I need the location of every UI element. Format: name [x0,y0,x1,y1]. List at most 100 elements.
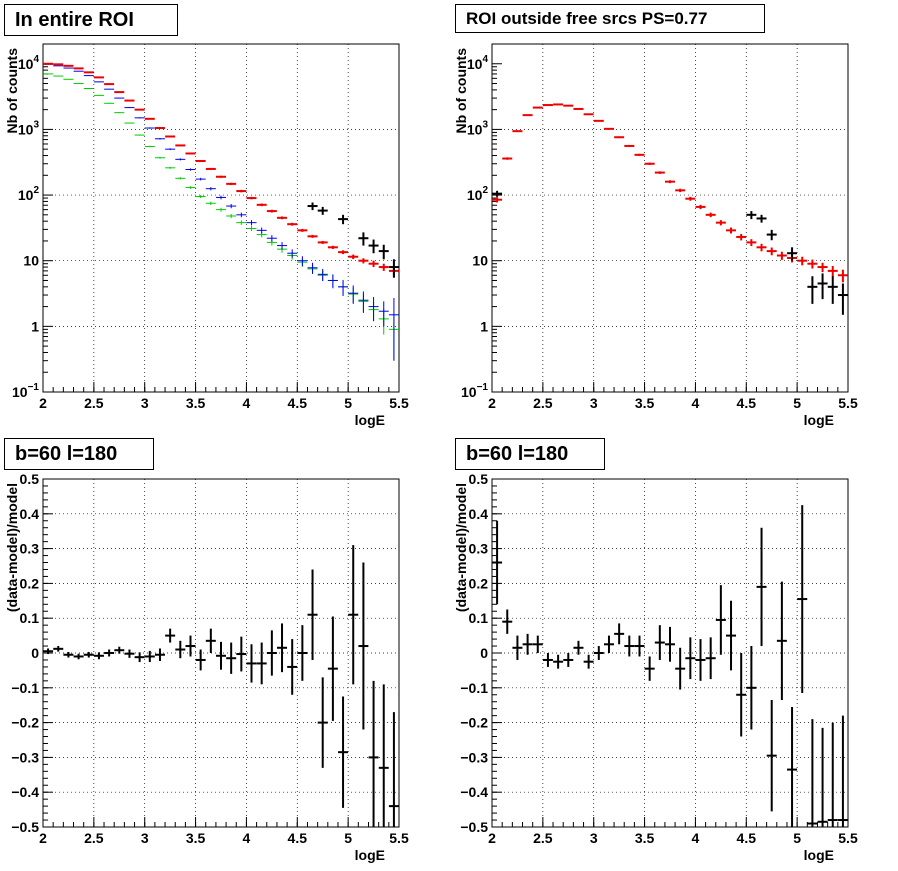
data-point [236,636,247,672]
y-tick-label: −0.5 [11,819,39,835]
data-point [644,162,655,165]
data-point [216,641,226,670]
data-point [185,168,196,171]
data-point [185,635,196,657]
data-point [624,144,635,147]
x-tick-label: 3.5 [635,395,655,411]
data-point [776,581,787,700]
y-axis-label: (data-model)/model [453,483,469,612]
data-point [175,177,186,180]
data-point [73,653,84,660]
data-point [715,220,726,226]
data-point [817,727,828,827]
data-point [205,187,216,191]
y-tick-label: −0.4 [11,784,39,800]
data-point [104,88,115,90]
data-point [837,283,848,315]
data-point [766,699,777,812]
data-point [593,119,604,122]
data-point [378,263,389,271]
x-tick-label: 5.5 [838,830,858,846]
x-tick-label: 3.5 [186,830,206,846]
x-tick-label: 4 [692,830,700,846]
data-point [226,642,237,674]
data-point [53,646,64,652]
data-point [563,104,574,107]
data-point [297,625,308,681]
data-point [216,195,226,200]
data-point [266,630,277,676]
y-tick-label: 0.3 [20,541,40,557]
data-point [216,175,226,178]
data-point [634,635,645,657]
data-point [378,301,389,327]
x-tick-label: 4.5 [737,395,757,411]
data-point [63,651,74,658]
data-point [368,260,379,268]
data-point [317,677,328,768]
y-tick-label: 10 [23,253,39,269]
y-tick-label: −0.2 [460,715,488,731]
data-point [195,160,206,163]
data-point [388,712,399,827]
data-point [512,635,523,660]
series-1 [492,505,848,827]
data-point [266,235,277,242]
data-point [624,635,635,657]
data-point [175,640,186,659]
data-point [327,274,338,289]
data-point [266,209,277,213]
data-point [236,189,247,193]
data-point [307,262,318,274]
data-point [368,680,379,827]
x-tick-label: 3.5 [186,395,206,411]
data-point [287,249,298,258]
data-point [124,122,135,124]
y-tick-label: 0 [31,645,39,661]
y-tick-label: 103 [467,119,489,137]
data-point [492,197,503,203]
data-point [817,273,828,300]
data-point [388,298,399,361]
data-point [378,244,389,260]
data-point [93,81,104,83]
data-point [348,545,359,685]
data-point [297,256,308,267]
data-point [297,228,308,232]
data-point [542,653,553,667]
data-point [542,104,553,107]
x-tick-label: 4.5 [288,830,308,846]
data-point [746,239,757,247]
data-point [388,259,399,278]
data-point [317,240,328,244]
y-tick-label: 1 [31,318,39,334]
data-point [154,137,165,140]
panel-title-3: b=60 l=180 [4,438,154,470]
data-point [216,207,226,212]
data-point [705,637,716,680]
series-1 [43,73,399,361]
data-point [205,167,216,170]
data-point [705,212,716,218]
data-point [205,628,216,653]
data-point [327,245,338,249]
data-point [502,609,513,634]
data-point [134,652,145,663]
data-point [614,623,625,645]
y-tick-label: 1 [480,318,488,334]
y-axis-label: (data-model)/model [4,483,20,612]
y-tick-label: 10−1 [12,382,39,400]
series-3 [43,62,399,277]
data-point [165,628,176,643]
data-point [93,94,104,96]
data-point [104,649,115,657]
data-point [492,190,503,197]
data-point [766,229,777,241]
data-point [603,635,614,653]
y-tick-label: 0.2 [469,575,489,591]
data-point [807,719,818,827]
y-tick-label: 102 [18,185,40,203]
